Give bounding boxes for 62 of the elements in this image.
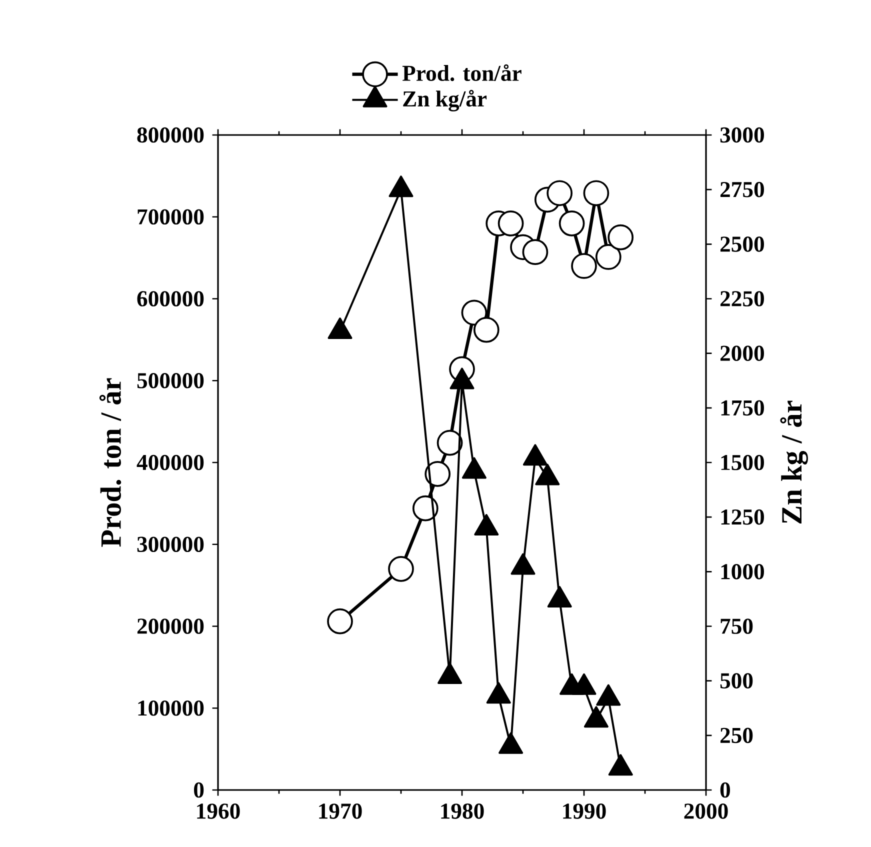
y-tick-label: 300000 (137, 536, 204, 552)
point (486, 682, 511, 704)
y-axis-title: Prod. ton / år (99, 378, 122, 547)
point (328, 317, 352, 339)
y2-tick-label: 750 (720, 618, 753, 634)
y-tick-label: 200000 (137, 618, 204, 634)
point (608, 754, 633, 776)
y2-tick-label: 1000 (721, 564, 764, 580)
y-tick-label: 700000 (138, 209, 204, 225)
point (436, 430, 463, 456)
y-tick-label: 100000 (138, 700, 204, 716)
x-tick-label: 1960 (197, 804, 240, 819)
point (462, 457, 486, 479)
point (388, 176, 414, 198)
point (424, 461, 451, 487)
point (510, 553, 536, 575)
y2-tick-label: 0 (720, 782, 730, 798)
x-tick-label: 1980 (441, 804, 484, 819)
y-tick-label: 600000 (137, 291, 204, 306)
legend-label: Prod. ton/år (402, 64, 522, 82)
point (584, 706, 608, 728)
point (474, 514, 499, 536)
y2-tick-label: 1750 (721, 400, 764, 416)
point (412, 495, 438, 522)
point (388, 556, 414, 582)
y2-tick-label: 2750 (720, 182, 764, 198)
point (583, 180, 610, 206)
y2-tick-label: 250 (720, 728, 753, 744)
point (535, 464, 560, 486)
x-tick-label: 2000 (684, 804, 728, 819)
point (498, 210, 524, 236)
point (438, 662, 462, 684)
legend-label: Zn kg/år (403, 90, 487, 112)
y2-tick-label: 2000 (720, 346, 764, 361)
y-tick-label: 800000 (137, 127, 204, 143)
y2-axis-title: Zn kg / år (780, 400, 808, 524)
y2-tick-label: 2500 (720, 236, 764, 252)
point (596, 684, 621, 706)
point (498, 732, 524, 754)
point (608, 224, 634, 250)
y2-tick-label: 3000 (720, 127, 764, 143)
point (450, 368, 474, 390)
y2-tick-label: 1250 (721, 509, 764, 525)
x-tick-label: 1990 (563, 804, 606, 819)
y-tick-label: 0 (194, 782, 204, 798)
point (522, 444, 548, 466)
y-tick-label: 500000 (137, 372, 204, 388)
y-tick-label: 400000 (136, 454, 204, 470)
y2-tick-label: 1500 (721, 454, 764, 470)
point (461, 300, 488, 326)
point (327, 608, 353, 634)
point (547, 586, 572, 608)
x-tick-label: 1970 (319, 804, 362, 819)
point (522, 239, 548, 266)
point (546, 180, 573, 206)
point (572, 673, 596, 695)
point (558, 210, 585, 236)
y2-tick-label: 500 (720, 673, 753, 688)
y2-tick-label: 2250 (720, 291, 764, 306)
point (473, 316, 500, 343)
point (595, 244, 622, 270)
point (571, 253, 597, 279)
